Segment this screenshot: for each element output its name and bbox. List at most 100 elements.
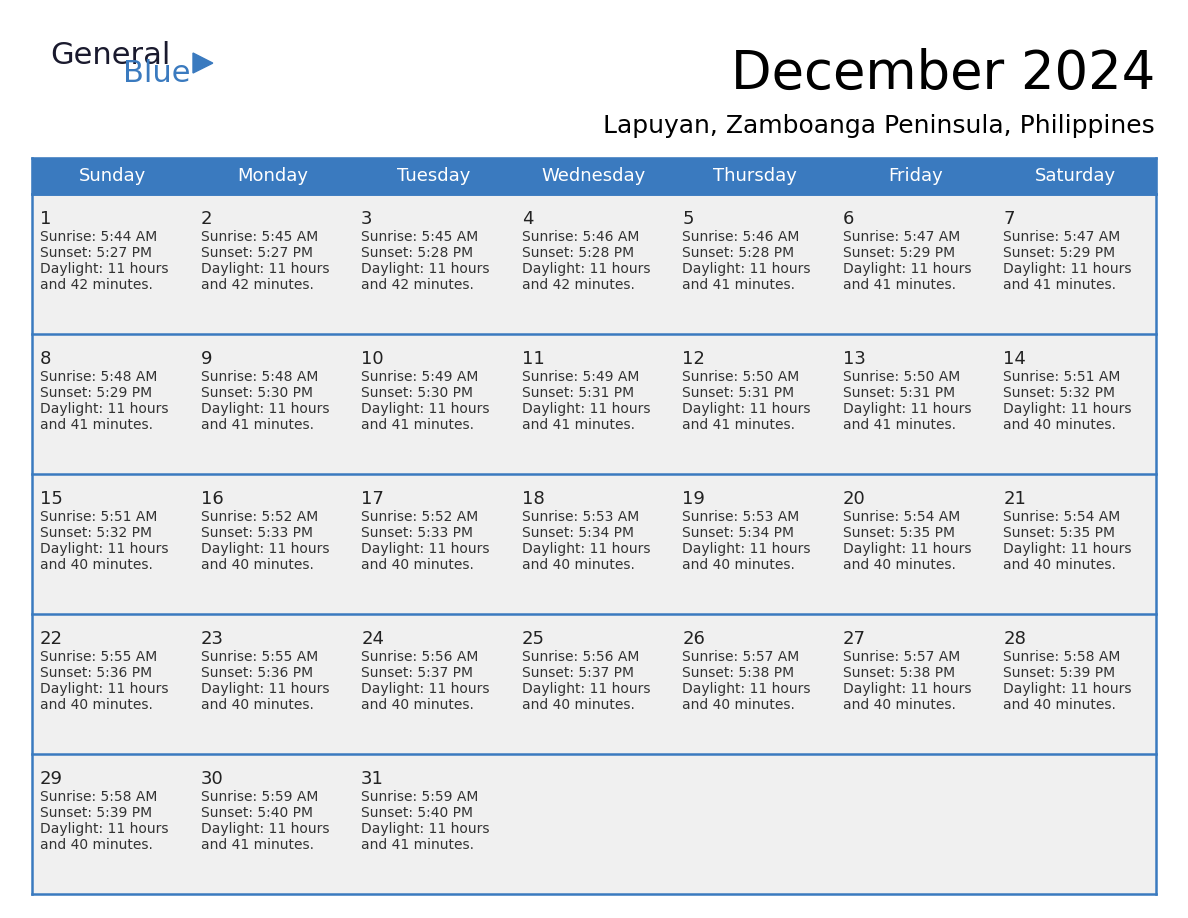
- Bar: [513, 474, 675, 614]
- Text: Thursday: Thursday: [713, 167, 796, 185]
- Text: Sunset: 5:33 PM: Sunset: 5:33 PM: [201, 526, 312, 540]
- Bar: [675, 614, 835, 754]
- Text: and 40 minutes.: and 40 minutes.: [1004, 698, 1117, 712]
- Text: Sunset: 5:32 PM: Sunset: 5:32 PM: [40, 526, 152, 540]
- Text: 2: 2: [201, 210, 213, 228]
- Text: Daylight: 11 hours: Daylight: 11 hours: [40, 682, 169, 696]
- Text: 12: 12: [682, 350, 706, 368]
- Bar: [835, 334, 996, 474]
- Text: and 40 minutes.: and 40 minutes.: [40, 838, 153, 852]
- Text: Sunset: 5:28 PM: Sunset: 5:28 PM: [361, 246, 473, 260]
- Text: and 41 minutes.: and 41 minutes.: [682, 418, 795, 432]
- Text: General: General: [50, 41, 170, 70]
- Text: Daylight: 11 hours: Daylight: 11 hours: [682, 262, 810, 276]
- Text: Sunrise: 5:55 AM: Sunrise: 5:55 AM: [201, 650, 318, 664]
- Text: 10: 10: [361, 350, 384, 368]
- Text: Sunset: 5:35 PM: Sunset: 5:35 PM: [1004, 526, 1116, 540]
- Text: and 40 minutes.: and 40 minutes.: [1004, 418, 1117, 432]
- Text: Daylight: 11 hours: Daylight: 11 hours: [522, 402, 650, 416]
- Bar: [996, 474, 1156, 614]
- Text: Monday: Monday: [238, 167, 309, 185]
- Text: and 40 minutes.: and 40 minutes.: [842, 558, 955, 572]
- Text: Sunset: 5:31 PM: Sunset: 5:31 PM: [522, 386, 634, 400]
- Text: and 41 minutes.: and 41 minutes.: [842, 278, 956, 292]
- Text: Sunrise: 5:54 AM: Sunrise: 5:54 AM: [1004, 510, 1120, 524]
- Text: 4: 4: [522, 210, 533, 228]
- Text: 1: 1: [40, 210, 51, 228]
- Text: 24: 24: [361, 630, 384, 648]
- Text: Sunrise: 5:50 AM: Sunrise: 5:50 AM: [842, 370, 960, 384]
- Text: and 40 minutes.: and 40 minutes.: [522, 558, 634, 572]
- Bar: [353, 194, 513, 334]
- Text: Daylight: 11 hours: Daylight: 11 hours: [842, 262, 972, 276]
- Text: Sunset: 5:31 PM: Sunset: 5:31 PM: [842, 386, 955, 400]
- Text: Sunset: 5:28 PM: Sunset: 5:28 PM: [522, 246, 634, 260]
- Text: Sunset: 5:40 PM: Sunset: 5:40 PM: [361, 806, 473, 820]
- Text: Sunset: 5:38 PM: Sunset: 5:38 PM: [682, 666, 795, 680]
- Bar: [192, 334, 353, 474]
- Bar: [835, 474, 996, 614]
- Text: Sunrise: 5:45 AM: Sunrise: 5:45 AM: [361, 230, 479, 244]
- Bar: [835, 754, 996, 894]
- Text: and 41 minutes.: and 41 minutes.: [361, 418, 474, 432]
- Text: Sunrise: 5:53 AM: Sunrise: 5:53 AM: [522, 510, 639, 524]
- Text: 23: 23: [201, 630, 223, 648]
- Text: 26: 26: [682, 630, 706, 648]
- Text: Sunset: 5:39 PM: Sunset: 5:39 PM: [40, 806, 152, 820]
- Text: Sunset: 5:28 PM: Sunset: 5:28 PM: [682, 246, 795, 260]
- Text: Daylight: 11 hours: Daylight: 11 hours: [201, 262, 329, 276]
- Text: and 42 minutes.: and 42 minutes.: [40, 278, 153, 292]
- Text: 9: 9: [201, 350, 213, 368]
- Text: 31: 31: [361, 770, 384, 788]
- Bar: [32, 158, 1156, 194]
- Text: Sunrise: 5:52 AM: Sunrise: 5:52 AM: [361, 510, 479, 524]
- Text: Friday: Friday: [887, 167, 942, 185]
- Text: and 40 minutes.: and 40 minutes.: [201, 558, 314, 572]
- Text: Sunrise: 5:44 AM: Sunrise: 5:44 AM: [40, 230, 157, 244]
- Bar: [835, 614, 996, 754]
- Text: 25: 25: [522, 630, 545, 648]
- Text: Sunrise: 5:49 AM: Sunrise: 5:49 AM: [522, 370, 639, 384]
- Text: 7: 7: [1004, 210, 1015, 228]
- Text: Tuesday: Tuesday: [397, 167, 470, 185]
- Text: Daylight: 11 hours: Daylight: 11 hours: [842, 542, 972, 556]
- Bar: [996, 614, 1156, 754]
- Text: Sunrise: 5:50 AM: Sunrise: 5:50 AM: [682, 370, 800, 384]
- Text: 8: 8: [40, 350, 51, 368]
- Text: Sunrise: 5:49 AM: Sunrise: 5:49 AM: [361, 370, 479, 384]
- Text: Daylight: 11 hours: Daylight: 11 hours: [1004, 262, 1132, 276]
- Text: 28: 28: [1004, 630, 1026, 648]
- Text: 20: 20: [842, 490, 866, 508]
- Bar: [192, 194, 353, 334]
- Text: Sunset: 5:29 PM: Sunset: 5:29 PM: [40, 386, 152, 400]
- Bar: [513, 334, 675, 474]
- Text: 13: 13: [842, 350, 866, 368]
- Text: Sunrise: 5:59 AM: Sunrise: 5:59 AM: [201, 790, 318, 804]
- Text: Sunrise: 5:57 AM: Sunrise: 5:57 AM: [682, 650, 800, 664]
- Text: Sunset: 5:38 PM: Sunset: 5:38 PM: [842, 666, 955, 680]
- Text: and 40 minutes.: and 40 minutes.: [1004, 558, 1117, 572]
- Text: and 40 minutes.: and 40 minutes.: [40, 558, 153, 572]
- Bar: [675, 754, 835, 894]
- Text: Daylight: 11 hours: Daylight: 11 hours: [40, 822, 169, 836]
- Bar: [353, 334, 513, 474]
- Text: Sunset: 5:27 PM: Sunset: 5:27 PM: [40, 246, 152, 260]
- Text: Sunrise: 5:45 AM: Sunrise: 5:45 AM: [201, 230, 318, 244]
- Text: and 41 minutes.: and 41 minutes.: [201, 418, 314, 432]
- Text: Sunrise: 5:47 AM: Sunrise: 5:47 AM: [842, 230, 960, 244]
- Bar: [675, 334, 835, 474]
- Polygon shape: [192, 53, 213, 73]
- Text: Daylight: 11 hours: Daylight: 11 hours: [522, 542, 650, 556]
- Text: and 42 minutes.: and 42 minutes.: [201, 278, 314, 292]
- Bar: [996, 194, 1156, 334]
- Text: Daylight: 11 hours: Daylight: 11 hours: [201, 542, 329, 556]
- Bar: [192, 614, 353, 754]
- Text: Sunset: 5:30 PM: Sunset: 5:30 PM: [361, 386, 473, 400]
- Text: Sunset: 5:35 PM: Sunset: 5:35 PM: [842, 526, 955, 540]
- Text: Sunrise: 5:55 AM: Sunrise: 5:55 AM: [40, 650, 157, 664]
- Text: and 40 minutes.: and 40 minutes.: [682, 558, 795, 572]
- Bar: [32, 614, 192, 754]
- Text: Daylight: 11 hours: Daylight: 11 hours: [201, 682, 329, 696]
- Text: Sunset: 5:32 PM: Sunset: 5:32 PM: [1004, 386, 1116, 400]
- Text: and 41 minutes.: and 41 minutes.: [40, 418, 153, 432]
